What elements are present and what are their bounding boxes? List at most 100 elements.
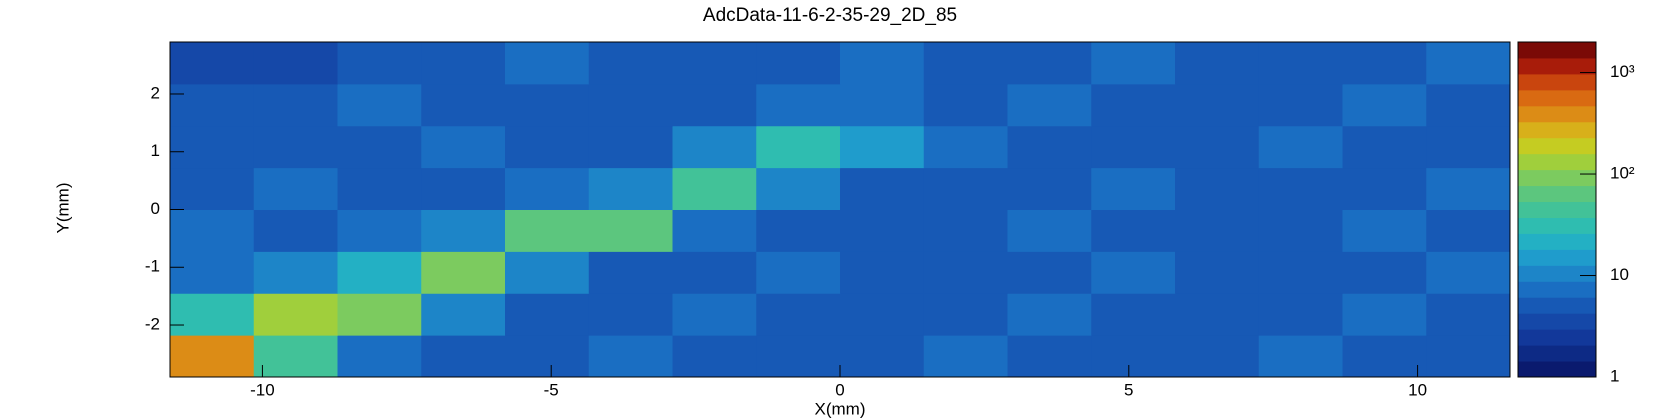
heatmap-cell bbox=[1175, 335, 1260, 378]
heatmap-cell bbox=[1258, 251, 1343, 294]
colorbar-swatch bbox=[1518, 345, 1596, 362]
heatmap-cell bbox=[253, 83, 338, 127]
heatmap-cell bbox=[253, 167, 338, 210]
colorbar-swatch bbox=[1518, 137, 1596, 155]
heatmap-cell bbox=[170, 42, 255, 85]
heatmap-cell bbox=[253, 42, 338, 85]
heatmap-cell bbox=[421, 209, 506, 252]
heatmap-cell bbox=[923, 83, 1008, 127]
heatmap-cell bbox=[1342, 251, 1427, 294]
heatmap-cell bbox=[672, 42, 757, 85]
heatmap-cell bbox=[421, 125, 506, 169]
heatmap-cell bbox=[923, 293, 1008, 336]
colorbar-swatch bbox=[1518, 121, 1596, 139]
colorbar-swatch bbox=[1518, 105, 1596, 123]
colorbar-swatch bbox=[1518, 73, 1596, 91]
heatmap-cell bbox=[1007, 125, 1092, 169]
heatmap-cell bbox=[588, 293, 673, 336]
heatmap-cell bbox=[1342, 209, 1427, 252]
heatmap-cell bbox=[1258, 335, 1343, 378]
x-tick-label: -5 bbox=[544, 380, 559, 399]
colorbar-tick-label: 10² bbox=[1610, 164, 1635, 183]
heatmap-cell bbox=[1007, 335, 1092, 378]
heatmap-cell bbox=[505, 83, 590, 127]
heatmap-cell bbox=[1426, 335, 1511, 378]
heatmap-cell bbox=[337, 335, 422, 378]
heatmap-cell bbox=[253, 293, 338, 336]
heatmap-cell bbox=[337, 167, 422, 210]
y-tick-label: 0 bbox=[151, 199, 160, 218]
heatmap-cell bbox=[756, 335, 841, 378]
heatmap-cell bbox=[1426, 293, 1511, 336]
heatmap-cell bbox=[1258, 293, 1343, 336]
heatmap-cell bbox=[337, 293, 422, 336]
heatmap-cell bbox=[1342, 167, 1427, 210]
heatmap-cell bbox=[923, 125, 1008, 169]
heatmap-cell bbox=[1426, 125, 1511, 169]
heatmap-cell bbox=[170, 209, 255, 252]
heatmap-cell bbox=[840, 42, 925, 85]
y-tick-label: -2 bbox=[145, 315, 160, 334]
heatmap-cell bbox=[756, 42, 841, 85]
heatmap-cell bbox=[1091, 335, 1176, 378]
heatmap-cell bbox=[923, 42, 1008, 85]
heatmap-cell bbox=[421, 251, 506, 294]
heatmap-cell bbox=[1175, 125, 1260, 169]
heatmap-cell bbox=[170, 251, 255, 294]
heatmap-cell bbox=[1342, 125, 1427, 169]
heatmap-cell bbox=[1091, 251, 1176, 294]
heatmap-cell bbox=[756, 83, 841, 127]
heatmap-cell bbox=[923, 167, 1008, 210]
heatmap-cell bbox=[1426, 209, 1511, 252]
heatmap-cell bbox=[1091, 42, 1176, 85]
heatmap-cell bbox=[253, 125, 338, 169]
heatmap-cell bbox=[588, 251, 673, 294]
heatmap-cell bbox=[588, 335, 673, 378]
heatmap-cell bbox=[505, 125, 590, 169]
heatmap-cell bbox=[337, 209, 422, 252]
heatmap-cell bbox=[253, 209, 338, 252]
heatmap-cell bbox=[1007, 293, 1092, 336]
colorbar-swatch bbox=[1518, 281, 1596, 298]
heatmap-cell bbox=[421, 167, 506, 210]
heatmap-cell bbox=[1175, 42, 1260, 85]
y-tick-label: 2 bbox=[151, 83, 160, 102]
colorbar-swatch bbox=[1518, 233, 1596, 250]
heatmap-cell bbox=[1258, 125, 1343, 169]
heatmap-cell bbox=[1426, 42, 1511, 85]
heatmap-cell bbox=[1091, 125, 1176, 169]
heatmap-cell bbox=[1091, 83, 1176, 127]
heatmap-cell bbox=[505, 251, 590, 294]
heatmap-cell bbox=[1342, 293, 1427, 336]
heatmap-cell bbox=[1258, 209, 1343, 252]
chart-title: AdcData-11-6-2-35-29_2D_85 bbox=[703, 5, 957, 26]
heatmap-cell bbox=[1258, 167, 1343, 210]
colorbar-frame bbox=[1517, 41, 1597, 378]
heatmap-cell bbox=[1426, 251, 1511, 294]
heatmap-cell bbox=[170, 167, 255, 210]
heatmap-cell bbox=[421, 42, 506, 85]
heatmap-cell bbox=[253, 335, 338, 378]
heatmap-cell bbox=[253, 251, 338, 294]
heatmap-cell bbox=[1091, 293, 1176, 336]
heatmap-cell bbox=[421, 83, 506, 127]
heatmap-cell bbox=[756, 209, 841, 252]
heatmap-cell bbox=[1007, 42, 1092, 85]
heatmap-cell bbox=[672, 167, 757, 210]
heatmap-cell bbox=[170, 83, 255, 127]
x-tick-label: -10 bbox=[250, 380, 275, 399]
heatmap-cell bbox=[672, 335, 757, 378]
heatmap-cell bbox=[505, 42, 590, 85]
colorbar-swatch bbox=[1518, 313, 1596, 330]
colorbar-swatch bbox=[1518, 153, 1596, 171]
colorbar-swatch bbox=[1518, 169, 1596, 187]
colorbar-swatch bbox=[1518, 217, 1596, 234]
heatmap-cell bbox=[672, 209, 757, 252]
colorbar-tick-label: 10³ bbox=[1610, 62, 1635, 81]
heatmap-cell bbox=[672, 293, 757, 336]
colorbar-swatch bbox=[1518, 361, 1596, 378]
heatmap-cell bbox=[421, 293, 506, 336]
heatmap-cell bbox=[840, 209, 925, 252]
heatmap-cell bbox=[1426, 167, 1511, 210]
colorbar-swatch bbox=[1518, 201, 1596, 218]
